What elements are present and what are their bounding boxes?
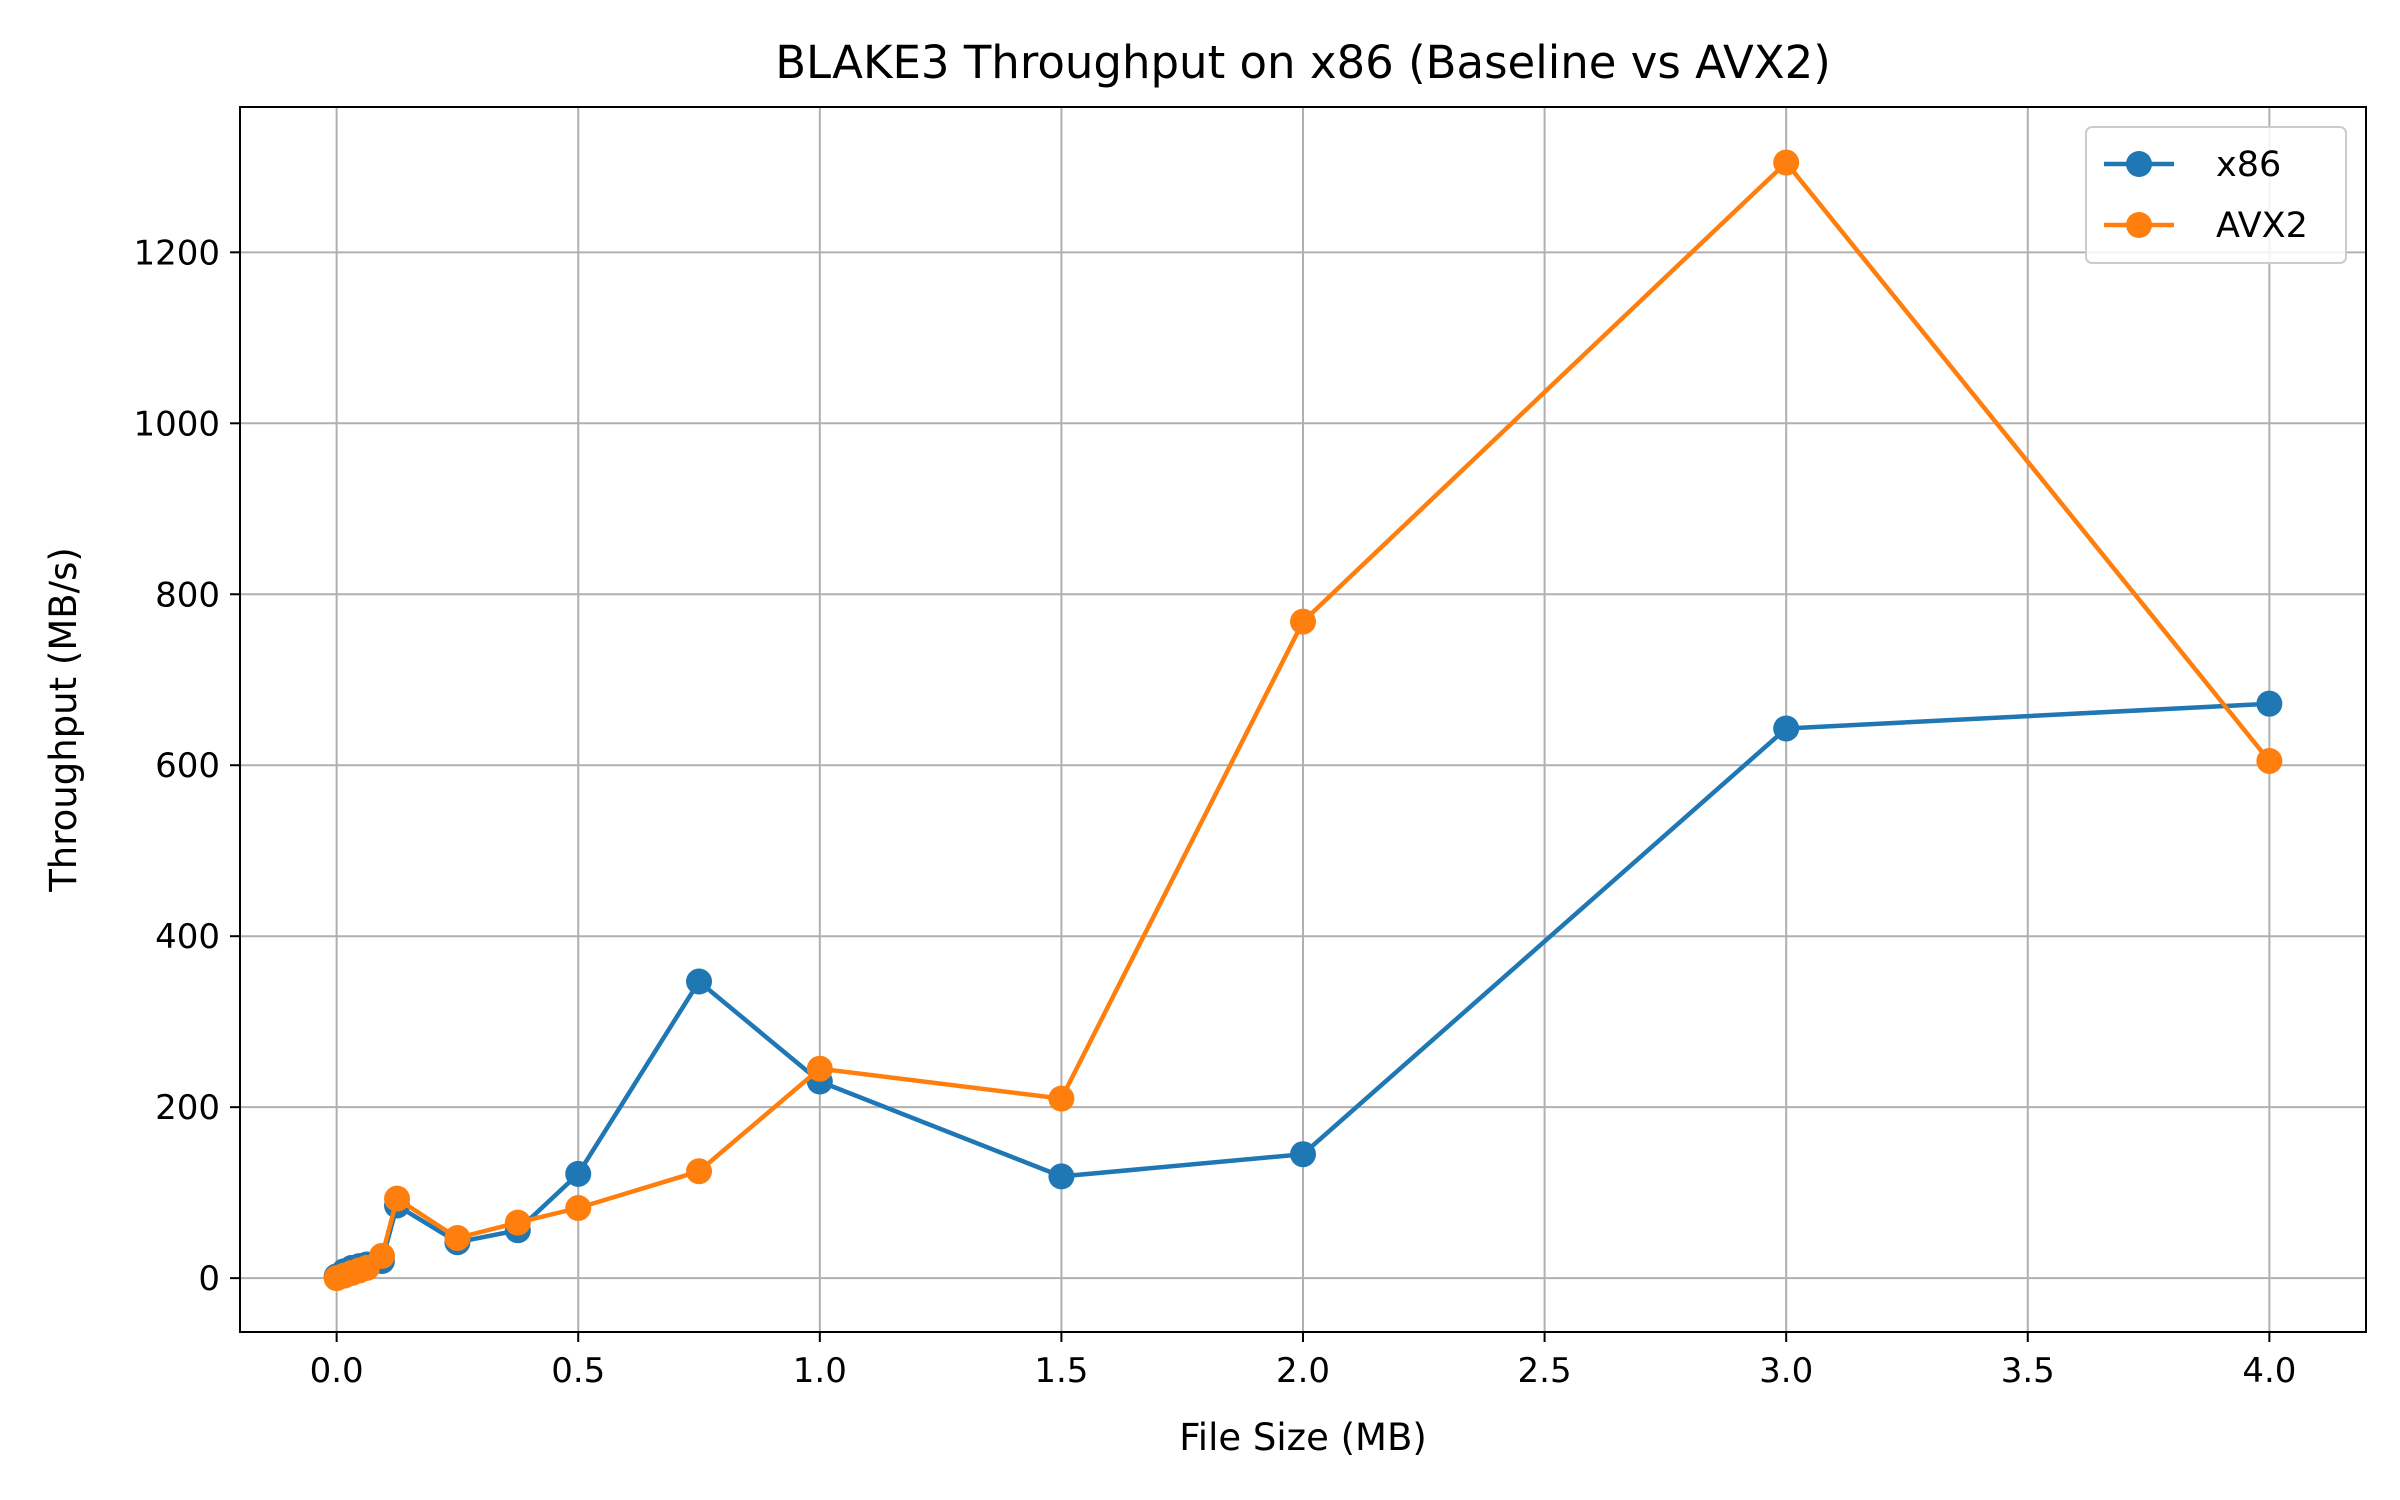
x-tick-label: 0.0 xyxy=(310,1351,364,1391)
y-tick-label: 400 xyxy=(155,917,220,957)
series-group xyxy=(323,149,2283,1292)
y-tick-label: 600 xyxy=(155,746,220,786)
series-avx2 xyxy=(323,149,2283,1292)
data-point xyxy=(2256,690,2283,717)
y-tick-label: 1000 xyxy=(133,404,220,444)
data-point xyxy=(1048,1163,1075,1190)
data-point xyxy=(384,1185,411,1212)
data-point xyxy=(686,1158,713,1185)
data-point xyxy=(1048,1085,1075,1112)
x-tick-label: 1.5 xyxy=(1034,1351,1088,1391)
y-tick-label: 0 xyxy=(198,1259,220,1299)
chart-title: BLAKE3 Throughput on x86 (Baseline vs AV… xyxy=(775,36,1831,89)
data-point xyxy=(686,968,713,995)
data-point xyxy=(1290,608,1316,635)
legend-label: x86 xyxy=(2216,145,2281,185)
legend-marker xyxy=(2126,212,2152,238)
y-tick-label: 800 xyxy=(155,575,220,615)
x-tick-label: 1.0 xyxy=(793,1351,847,1391)
y-axis-label: Throughput (MB/s) xyxy=(42,547,85,893)
y-axis-ticks: 0 200 400 600 800 1000 1200 xyxy=(133,233,240,1299)
x-tick-label: 0.5 xyxy=(551,1351,605,1391)
x-tick-label: 2.5 xyxy=(1518,1351,1572,1391)
data-point xyxy=(504,1209,531,1236)
data-point xyxy=(2256,747,2283,774)
data-point xyxy=(1773,715,1800,742)
x-axis-label: File Size (MB) xyxy=(1179,1416,1427,1459)
y-tick-label: 1200 xyxy=(133,233,220,273)
y-tick-label: 200 xyxy=(155,1088,220,1128)
data-point xyxy=(565,1195,592,1222)
x-tick-label: 4.0 xyxy=(2242,1351,2296,1391)
data-point xyxy=(806,1055,833,1082)
data-point xyxy=(1773,149,1800,176)
x-tick-label: 3.5 xyxy=(2001,1351,2055,1391)
x-tick-label: 3.0 xyxy=(1759,1351,1813,1391)
legend-label: AVX2 xyxy=(2216,206,2308,246)
data-point xyxy=(1290,1141,1316,1168)
data-point xyxy=(565,1160,592,1187)
grid xyxy=(240,107,2366,1332)
legend: x86 AVX2 xyxy=(2085,126,2347,264)
legend-marker xyxy=(2126,151,2152,177)
x-axis-ticks: 0.0 0.5 1.0 1.5 2.0 2.5 3.0 3.5 4.0 xyxy=(310,1332,2296,1391)
data-point xyxy=(368,1242,395,1269)
data-point xyxy=(444,1224,471,1251)
x-tick-label: 2.0 xyxy=(1276,1351,1330,1391)
